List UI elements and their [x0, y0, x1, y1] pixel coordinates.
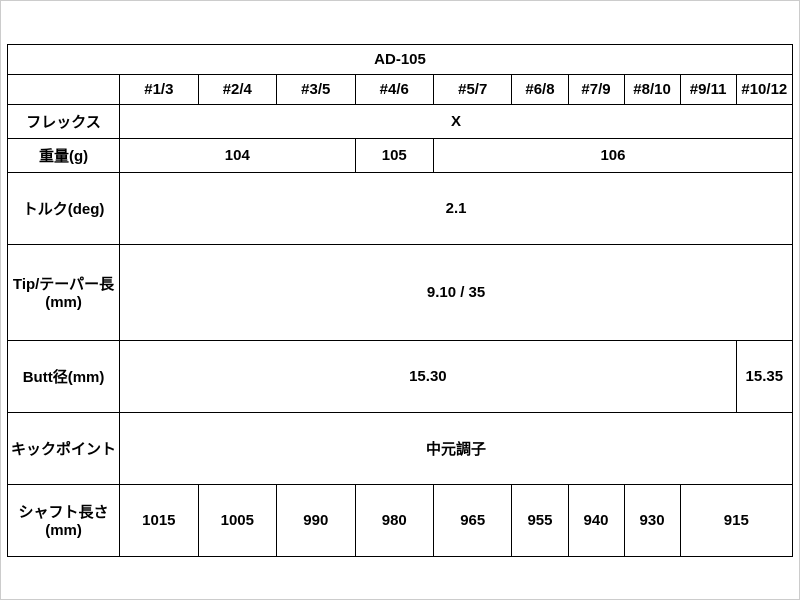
- row-label-length: シャフト長さ(mm): [8, 484, 120, 556]
- col-header-0: #1/3: [120, 74, 198, 104]
- col-header-4: #5/7: [433, 74, 511, 104]
- row-label-flex: フレックス: [8, 104, 120, 138]
- cell-butt-1: 15.35: [736, 340, 792, 412]
- cell-length-3: 980: [355, 484, 433, 556]
- cell-length-2: 990: [277, 484, 355, 556]
- row-length: シャフト長さ(mm) 1015 1005 990 980 965 955 940…: [8, 484, 793, 556]
- cell-length-7: 930: [624, 484, 680, 556]
- cell-length-0: 1015: [120, 484, 198, 556]
- cell-torque-0: 2.1: [120, 172, 793, 244]
- row-flex: フレックス X: [8, 104, 793, 138]
- col-header-2: #3/5: [277, 74, 355, 104]
- row-butt: Butt径(mm) 15.30 15.35: [8, 340, 793, 412]
- row-label-butt: Butt径(mm): [8, 340, 120, 412]
- cell-weight-0: 104: [120, 138, 355, 172]
- col-header-5: #6/8: [512, 74, 568, 104]
- row-tip: Tip/テーパー長(mm) 9.10 / 35: [8, 244, 793, 340]
- row-col-headers: #1/3 #2/4 #3/5 #4/6 #5/7 #6/8 #7/9 #8/10…: [8, 74, 793, 104]
- cell-kick-0: 中元調子: [120, 412, 793, 484]
- cell-length-6: 940: [568, 484, 624, 556]
- col-header-8: #9/11: [680, 74, 736, 104]
- row-torque: トルク(deg) 2.1: [8, 172, 793, 244]
- row-weight: 重量(g) 104 105 106: [8, 138, 793, 172]
- col-header-6: #7/9: [568, 74, 624, 104]
- spec-table: AD-105 #1/3 #2/4 #3/5 #4/6 #5/7 #6/8 #7/…: [7, 44, 793, 557]
- page-frame: AD-105 #1/3 #2/4 #3/5 #4/6 #5/7 #6/8 #7/…: [0, 0, 800, 600]
- row-label-kick: キックポイント: [8, 412, 120, 484]
- cell-length-8: 915: [680, 484, 792, 556]
- cell-flex-0: X: [120, 104, 793, 138]
- cell-length-1: 1005: [198, 484, 276, 556]
- row-label-tip: Tip/テーパー長(mm): [8, 244, 120, 340]
- col-header-3: #4/6: [355, 74, 433, 104]
- col-header-9: #10/12: [736, 74, 792, 104]
- row-kick: キックポイント 中元調子: [8, 412, 793, 484]
- cell-tip-0: 9.10 / 35: [120, 244, 793, 340]
- row-title: AD-105: [8, 44, 793, 74]
- col-header-1: #2/4: [198, 74, 276, 104]
- row-label-weight: 重量(g): [8, 138, 120, 172]
- cell-weight-2: 106: [433, 138, 792, 172]
- cell-butt-0: 15.30: [120, 340, 737, 412]
- row-label-torque: トルク(deg): [8, 172, 120, 244]
- cell-length-5: 955: [512, 484, 568, 556]
- cell-length-4: 965: [433, 484, 511, 556]
- col-header-7: #8/10: [624, 74, 680, 104]
- col-header-blank: [8, 74, 120, 104]
- cell-weight-1: 105: [355, 138, 433, 172]
- table-title: AD-105: [8, 44, 793, 74]
